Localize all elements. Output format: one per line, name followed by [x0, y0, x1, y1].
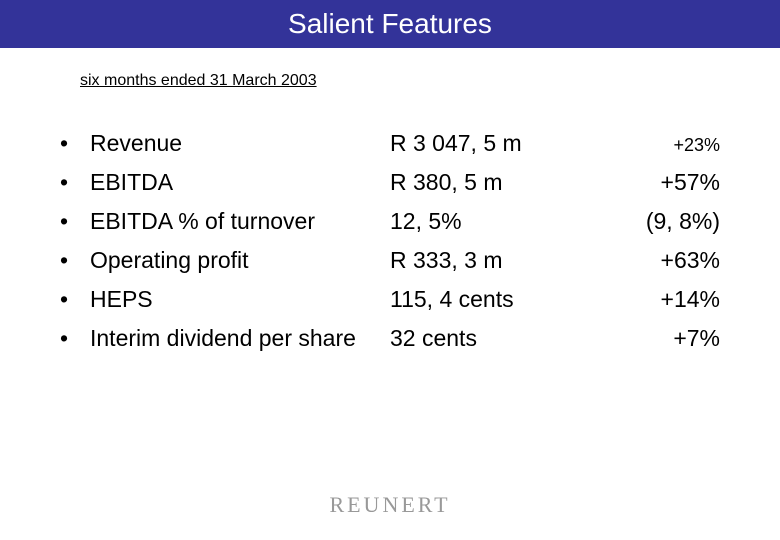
- feature-label: Revenue: [90, 130, 390, 157]
- feature-value: R 333, 3 m: [390, 247, 600, 274]
- page-title: Salient Features: [288, 8, 492, 40]
- feature-label: Interim dividend per share: [90, 325, 390, 352]
- bullet-icon: •: [60, 130, 90, 157]
- feature-change: +23%: [600, 135, 730, 156]
- list-item: • EBITDA % of turnover 12, 5% (9, 8%): [60, 208, 780, 235]
- bullet-icon: •: [60, 169, 90, 196]
- feature-value: R 3 047, 5 m: [390, 130, 600, 157]
- footer: REUNERT: [0, 492, 780, 518]
- feature-value: 32 cents: [390, 325, 600, 352]
- features-list: • Revenue R 3 047, 5 m +23% • EBITDA R 3…: [60, 130, 780, 352]
- feature-value: 12, 5%: [390, 208, 600, 235]
- bullet-icon: •: [60, 208, 90, 235]
- list-item: • Interim dividend per share 32 cents +7…: [60, 325, 780, 352]
- bullet-icon: •: [60, 286, 90, 313]
- list-item: • HEPS 115, 4 cents +14%: [60, 286, 780, 313]
- feature-change: +7%: [600, 325, 730, 352]
- feature-change: +63%: [600, 247, 730, 274]
- feature-label: EBITDA % of turnover: [90, 208, 390, 235]
- list-item: • Operating profit R 333, 3 m +63%: [60, 247, 780, 274]
- feature-value: R 380, 5 m: [390, 169, 600, 196]
- bullet-icon: •: [60, 247, 90, 274]
- feature-label: HEPS: [90, 286, 390, 313]
- feature-value: 115, 4 cents: [390, 286, 600, 313]
- feature-change: +14%: [600, 286, 730, 313]
- title-bar: Salient Features: [0, 0, 780, 48]
- feature-label: Operating profit: [90, 247, 390, 274]
- feature-change: +57%: [600, 169, 730, 196]
- list-item: • Revenue R 3 047, 5 m +23%: [60, 130, 780, 157]
- bullet-icon: •: [60, 325, 90, 352]
- feature-label: EBITDA: [90, 169, 390, 196]
- brand-logo: REUNERT: [329, 492, 450, 517]
- feature-change: (9, 8%): [600, 208, 730, 235]
- subtitle: six months ended 31 March 2003: [80, 72, 780, 90]
- list-item: • EBITDA R 380, 5 m +57%: [60, 169, 780, 196]
